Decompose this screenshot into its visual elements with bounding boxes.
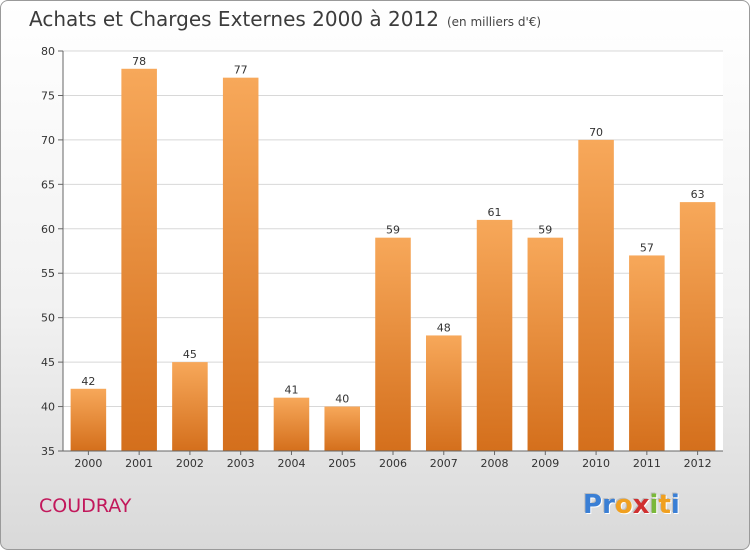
y-tick-label: 80 — [41, 45, 55, 58]
y-tick-label: 60 — [41, 223, 55, 236]
data-label-2012: 63 — [691, 188, 705, 201]
data-label-2006: 59 — [386, 224, 400, 237]
bar-2010 — [578, 139, 614, 451]
data-label-2000: 42 — [81, 375, 95, 388]
logo-letter: x — [632, 490, 650, 520]
y-tick-label: 45 — [41, 356, 55, 369]
y-tick-label: 50 — [41, 312, 55, 325]
bar-2002 — [172, 362, 208, 451]
x-tick-label-2003: 2003 — [227, 457, 255, 470]
bar-2007 — [426, 335, 462, 451]
y-tick-label: 65 — [41, 178, 55, 191]
y-tick-label: 55 — [41, 267, 55, 280]
x-tick-label-2002: 2002 — [176, 457, 204, 470]
proxiti-logo: Proxiti — [583, 490, 680, 520]
bar-2003 — [222, 77, 259, 452]
bar-2012 — [679, 202, 716, 451]
y-tick-label: 70 — [41, 134, 55, 147]
x-tick-label-2010: 2010 — [582, 457, 610, 470]
data-label-2001: 78 — [132, 55, 146, 68]
data-label-2004: 41 — [284, 384, 298, 397]
x-tick-label-2004: 2004 — [277, 457, 305, 470]
chart-subtitle: (en milliers d'€) — [446, 15, 542, 29]
axes: 35 40 45 50 55 60 65 70 75 80 2000 2001 2002 2003 2004… — [41, 45, 723, 470]
x-tick-label-2001: 2001 — [125, 457, 153, 470]
y-tick-label: 40 — [41, 401, 55, 414]
data-label-2008: 61 — [488, 206, 502, 219]
logo-letter: i — [670, 490, 680, 520]
chart-title: Achats et Charges Externes 2000 à 2012 (e… — [29, 7, 541, 31]
x-tick-label-2000: 2000 — [74, 457, 102, 470]
bar-2000 — [70, 388, 107, 451]
bar-2011 — [629, 255, 665, 451]
x-tick-label-2008: 2008 — [481, 457, 509, 470]
y-tick-label: 75 — [41, 89, 55, 102]
data-label-2010: 70 — [589, 126, 603, 139]
logo-letter: o — [614, 490, 633, 520]
logo-letter: r — [602, 490, 615, 520]
x-tick-label-2011: 2011 — [633, 457, 661, 470]
y-tick-label: 35 — [41, 445, 55, 458]
bar-2005 — [324, 406, 360, 451]
data-label-2003: 77 — [234, 64, 248, 77]
bar-2008 — [476, 219, 513, 451]
x-tick-label-2006: 2006 — [379, 457, 407, 470]
logo-letter: i — [649, 490, 659, 520]
logo-letter: P — [583, 490, 603, 520]
x-tick-label-2009: 2009 — [531, 457, 559, 470]
commune-name: COUDRAY — [39, 495, 132, 517]
bars: 42 78 45 77 41 40 59 48 61 59 70 57 63 — [70, 55, 716, 452]
bar-2006 — [375, 237, 411, 451]
data-label-2002: 45 — [183, 348, 197, 361]
data-label-2007: 48 — [437, 321, 451, 334]
chart-title-text: Achats et Charges Externes 2000 à 2012 — [29, 7, 439, 31]
data-label-2005: 40 — [335, 393, 349, 406]
logo-letter: t — [658, 490, 671, 520]
x-tick-label-2012: 2012 — [684, 457, 712, 470]
x-tick-label-2005: 2005 — [328, 457, 356, 470]
data-label-2009: 59 — [538, 224, 552, 237]
x-tick-label-2007: 2007 — [430, 457, 458, 470]
bar-2009 — [527, 237, 564, 451]
bar-2001 — [121, 68, 157, 452]
bar-2004 — [273, 397, 310, 451]
data-label-2011: 57 — [640, 241, 654, 254]
